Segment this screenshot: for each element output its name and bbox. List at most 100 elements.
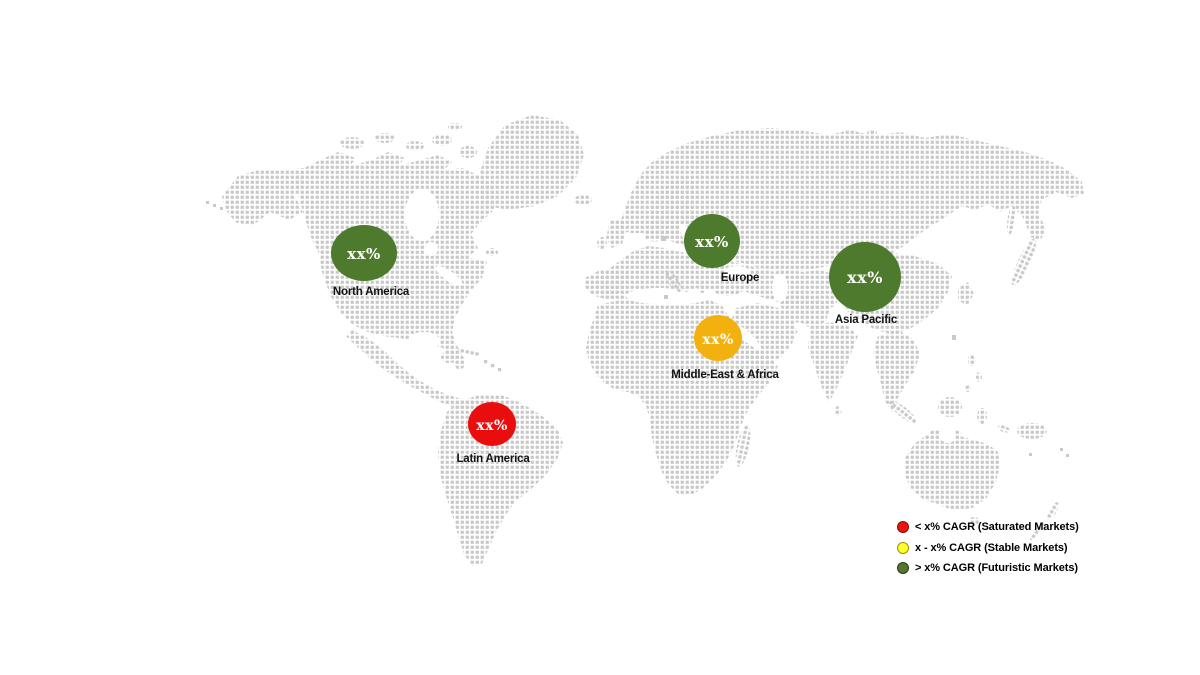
james-bay	[424, 242, 438, 256]
legend-label: x - x% CAGR (Stable Markets)	[915, 541, 1068, 554]
landmass-aleutian-island	[213, 204, 216, 207]
bubble-circle[interactable]	[331, 225, 397, 281]
landmass-timor	[997, 425, 1011, 433]
caspian-sea	[772, 274, 788, 302]
mediterranean-sea-east	[686, 288, 714, 300]
landmass-philippines	[976, 372, 982, 382]
st-lawrence	[435, 265, 463, 287]
landmass-iceland	[574, 195, 592, 205]
landmass-sri-lanka	[834, 406, 842, 416]
landmass-arctic-island	[986, 149, 994, 155]
landmass-australia	[904, 430, 1000, 511]
landmass-greece	[697, 281, 707, 293]
yellow-dot-icon	[897, 541, 909, 554]
landmass-korea	[958, 282, 974, 306]
region-bubble-north-america[interactable]: xx% North America	[331, 225, 410, 298]
landmass-south-america	[438, 394, 563, 566]
landmass-caribbean-island	[491, 364, 495, 368]
black-sea	[724, 266, 750, 278]
landmass-philippines	[965, 384, 971, 392]
landmass-aleutian-island	[206, 201, 209, 204]
green-dot-icon	[897, 562, 909, 574]
bubble-value: xx%	[847, 268, 883, 287]
bubble-label: Middle-East & Africa	[671, 369, 779, 381]
landmass-arctic-island	[406, 141, 424, 151]
legend-label: > x% CAGR (Futuristic Markets)	[915, 562, 1078, 574]
landmass-borneo	[938, 397, 962, 417]
landmass-sakhalin	[1006, 204, 1016, 236]
landmass-yucatan	[441, 351, 457, 363]
landmass-pacific-island	[1060, 448, 1063, 451]
landmass-arctic-island	[850, 133, 862, 139]
bubble-label: Europe	[721, 272, 759, 284]
landmass-pacific-island	[1029, 453, 1032, 456]
landmass-pacific-island	[1066, 454, 1069, 457]
bubble-label: Asia Pacific	[835, 314, 898, 326]
landmass-new-zealand	[1030, 521, 1044, 541]
landmass-hokkaido	[1029, 228, 1039, 238]
region-bubble-latin-america[interactable]: xx% Latin America	[456, 402, 531, 465]
landmass-arctic-island	[459, 146, 477, 158]
bubble-circle[interactable]	[684, 214, 740, 268]
landmass-arctic-island	[375, 133, 395, 143]
landmass-alaska	[222, 168, 306, 226]
landmass-southeast-asia	[873, 330, 920, 412]
landmass-arctic-island	[962, 152, 970, 158]
landmass-tasmania	[969, 517, 979, 525]
landmass-canada	[296, 152, 498, 266]
landmass-italy	[664, 269, 682, 293]
legend-label: < x% CAGR (Saturated Markets)	[915, 521, 1079, 533]
landmass-iran	[778, 293, 830, 328]
region-bubble-europe[interactable]: xx% Europe	[684, 214, 759, 284]
landmass-new-zealand	[1047, 502, 1059, 520]
bubble-circle[interactable]	[694, 315, 742, 361]
bubble-value: xx%	[695, 233, 729, 251]
hudson-bay	[405, 189, 439, 241]
bubble-circle[interactable]	[468, 402, 516, 446]
landmass-arctic-island	[867, 130, 877, 136]
landmass-new-guinea	[1017, 423, 1047, 439]
red-dot-icon	[897, 521, 909, 533]
bubble-value: xx%	[347, 245, 381, 263]
landmass-sulawesi	[977, 408, 987, 424]
landmass-caribbean-island	[484, 360, 488, 364]
landmass-arctic-island	[448, 123, 462, 131]
landmass-newfoundland	[486, 248, 498, 256]
legend-item-saturated: < x% CAGR (Saturated Markets)	[897, 521, 1079, 533]
landmass-arctic-island	[432, 134, 452, 146]
region-bubble-middle-east-africa[interactable]: xx% Middle-East & Africa	[671, 315, 780, 381]
landmass-sumatra	[889, 400, 917, 424]
gulf-of-mexico	[408, 332, 440, 350]
landmass-taiwan	[952, 335, 956, 340]
cagr-legend: < x% CAGR (Saturated Markets) x - x% CAG…	[897, 521, 1079, 583]
landmass-aleutian-island	[220, 207, 223, 210]
legend-item-futuristic: > x% CAGR (Futuristic Markets)	[897, 562, 1079, 574]
persian-gulf	[794, 322, 808, 332]
continents-layer	[206, 115, 1084, 566]
landmass-madagascar	[735, 425, 751, 467]
region-bubble-asia-pacific[interactable]: xx% Asia Pacific	[829, 242, 901, 326]
landmass-india	[808, 322, 858, 402]
bubble-label: Latin America	[456, 453, 530, 465]
landmass-greenland	[478, 115, 584, 210]
gulf-of-carpentaria	[940, 427, 956, 443]
landmass-sicily	[664, 295, 668, 299]
landmass-japan	[1011, 238, 1037, 286]
bubble-value: xx%	[476, 418, 508, 434]
landmass-cuba	[458, 348, 480, 356]
landmass-central-america	[346, 330, 477, 410]
landmass-denmark	[661, 236, 666, 241]
bubble-label: North America	[333, 286, 410, 298]
landmass-arctic-island	[340, 137, 364, 149]
bubble-circle[interactable]	[829, 242, 901, 312]
legend-item-stable: x - x% CAGR (Stable Markets)	[897, 541, 1079, 554]
landmass-philippines	[968, 354, 976, 366]
detail-land-layer	[486, 236, 743, 299]
bubble-value: xx%	[702, 332, 734, 348]
mediterranean-sea	[626, 288, 690, 304]
landmass-ireland	[597, 237, 607, 249]
landmass-turkey	[713, 282, 743, 296]
landmass-caribbean-island	[498, 368, 502, 372]
